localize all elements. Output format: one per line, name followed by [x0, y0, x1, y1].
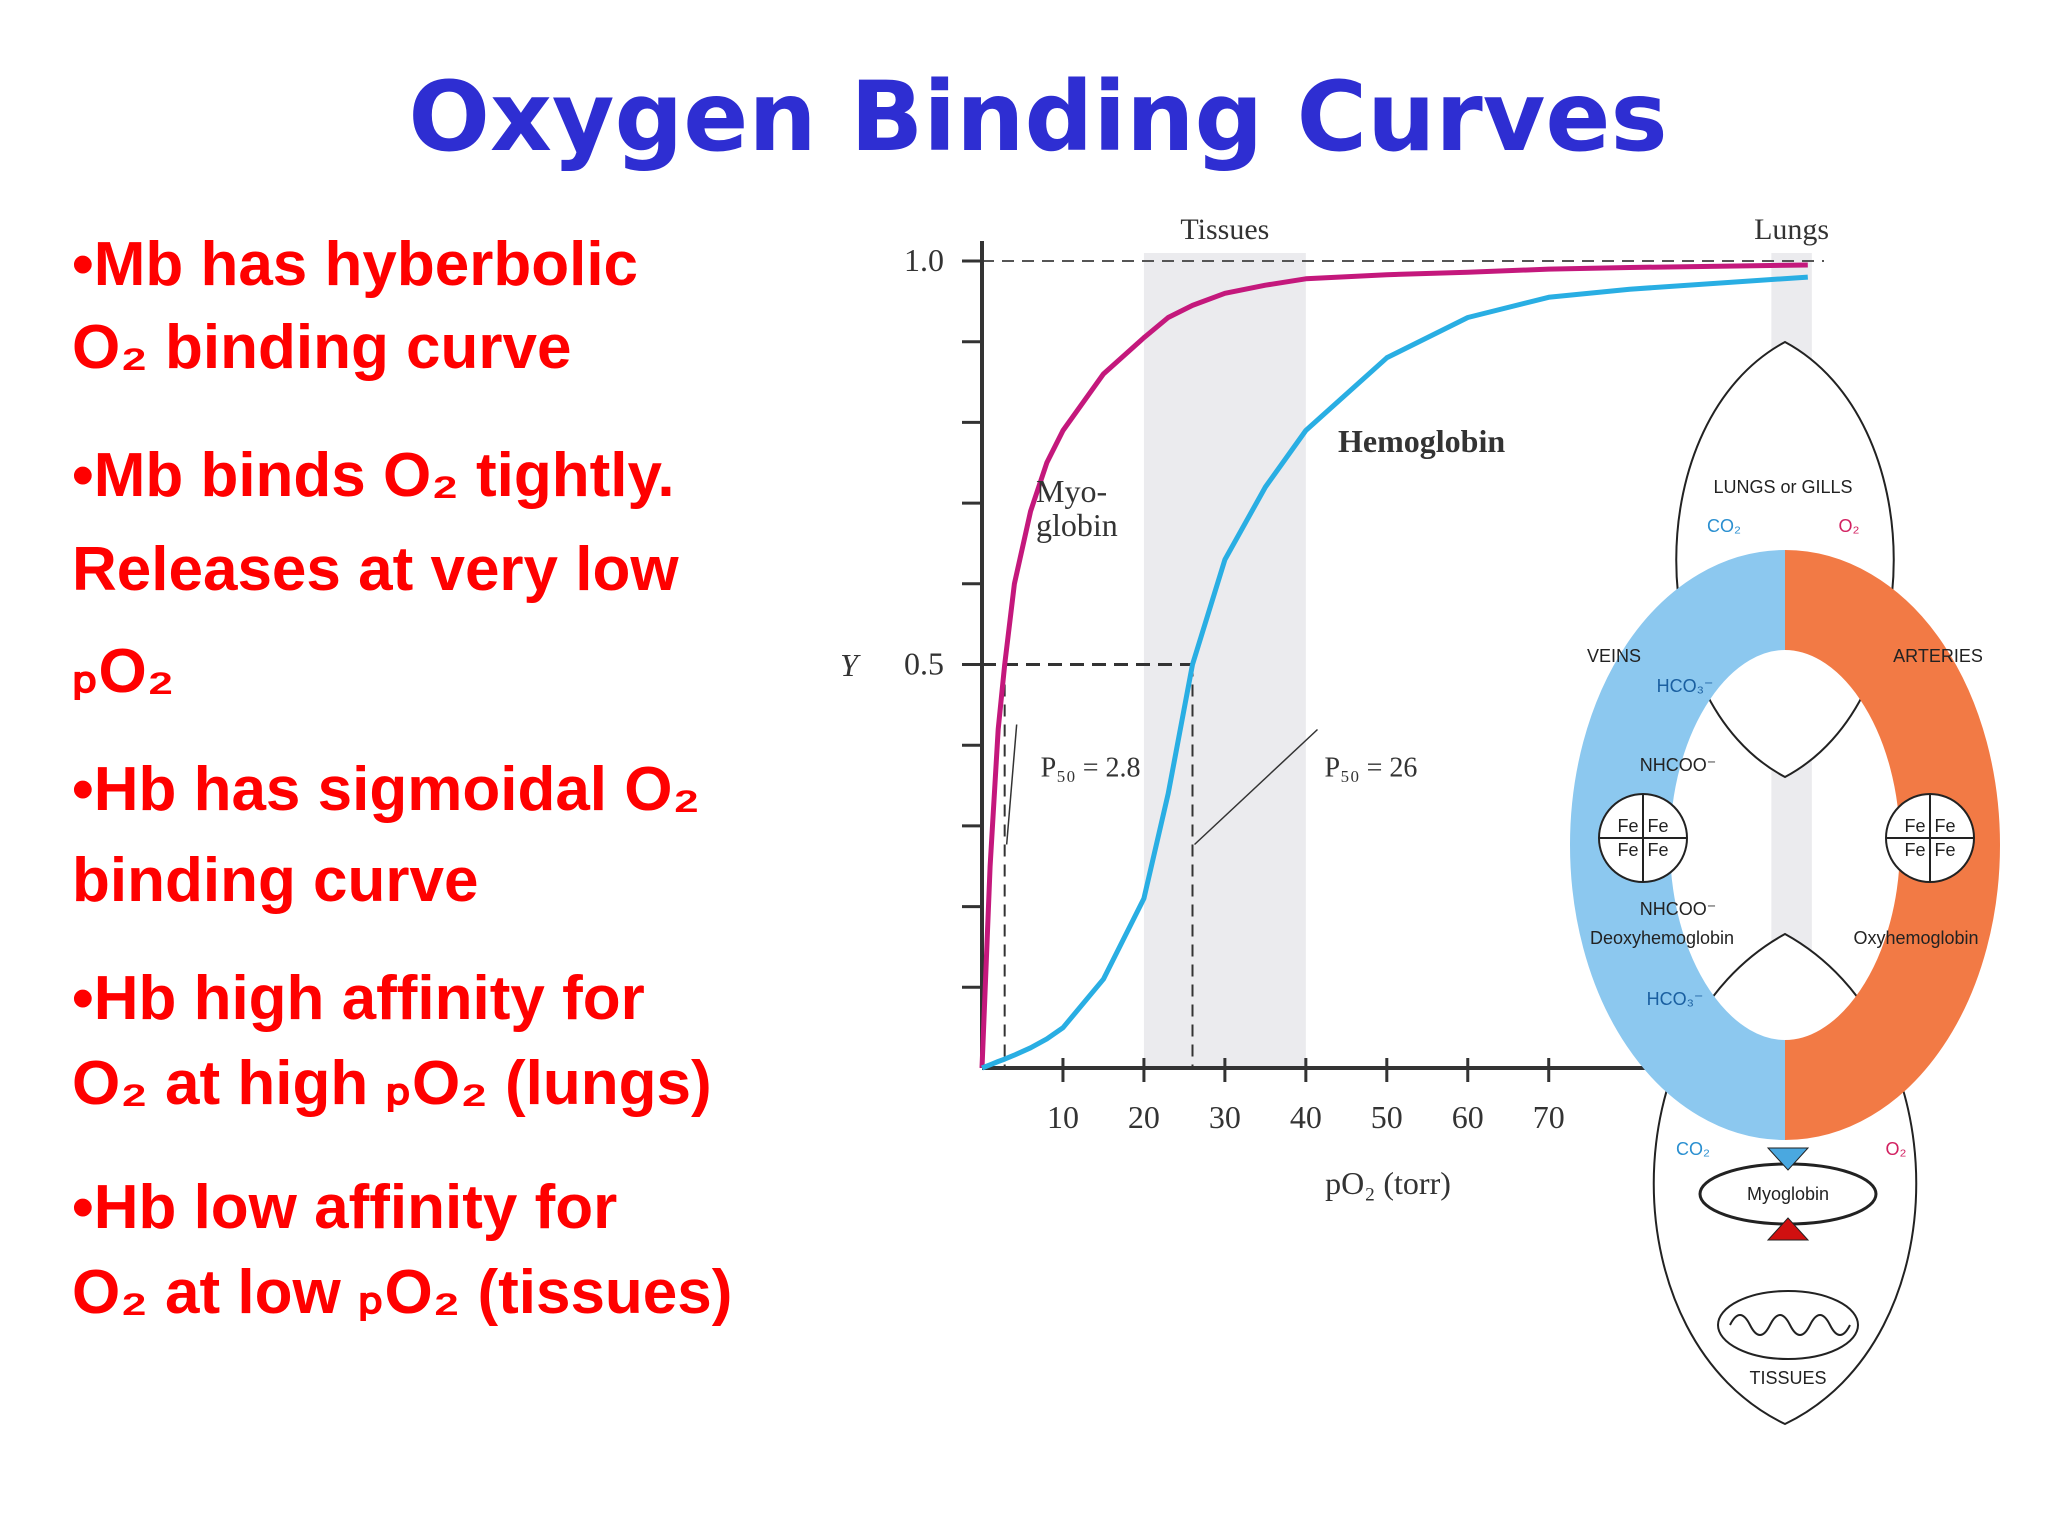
fe-label: Fe: [1934, 840, 1955, 860]
diagram-label: TISSUES: [1749, 1368, 1826, 1388]
y-tick-label: 1.0: [904, 242, 944, 278]
x-tick-label: 10: [1047, 1099, 1079, 1135]
bullet-line: binding curve: [72, 846, 478, 915]
bullet-list: •Mb has hyberbolic O₂ binding curve •Mb …: [72, 230, 732, 1327]
diagram-label: LUNGS or GILLS: [1713, 477, 1852, 497]
bullet-line: •Mb has hyberbolic: [72, 230, 638, 299]
x-tick-label: 70: [1533, 1099, 1565, 1135]
fe-label: Fe: [1617, 840, 1638, 860]
x-tick-label: 60: [1452, 1099, 1484, 1135]
diagram-label: Oxyhemoglobin: [1853, 928, 1978, 948]
leader-line: [1005, 724, 1018, 845]
mitochondrion: [1717, 1290, 1859, 1360]
bullet-line: •Hb low affinity for: [72, 1173, 617, 1242]
bullet-line: •Mb binds O₂ tightly.: [72, 441, 675, 510]
shaded-band: [1143, 253, 1306, 1068]
bullet-line: O₂ at low ₚO₂ (tissues): [72, 1258, 732, 1327]
fe-label: Fe: [1647, 840, 1668, 860]
oxy-fe: [1766, 1217, 1810, 1241]
diagram-label: HCO₃⁻: [1647, 989, 1704, 1009]
bullet-line: O₂ binding curve: [72, 313, 571, 382]
diagram-label: NHCOO⁻: [1640, 755, 1717, 775]
oxyhemoglobin-icon: Fe Fe Fe Fe: [1885, 793, 1975, 883]
fe-label: Fe: [1617, 816, 1638, 836]
fe-label: Fe: [1904, 816, 1925, 836]
diagram-label: O₂: [1839, 516, 1860, 536]
x-tick-label: 50: [1371, 1099, 1403, 1135]
curve: [979, 262, 1808, 1069]
mitochondrion-cristae: [1729, 1314, 1851, 1336]
band-label: Tissues: [1180, 213, 1269, 246]
deoxyhemoglobin-icon: Fe Fe Fe Fe: [1598, 793, 1688, 883]
bullet-line: •Hb high affinity for: [72, 964, 645, 1033]
bullet-line: •Hb has sigmoidal O₂: [72, 755, 700, 824]
p50-label: P₅₀ = 26: [1325, 753, 1418, 784]
deoxy-fe: [1766, 1147, 1810, 1171]
diagram-label: O₂: [1886, 1139, 1907, 1159]
x-tick-label: 30: [1209, 1099, 1241, 1135]
bullet-line: ₚO₂: [72, 637, 174, 706]
bullet-line: Releases at very low: [72, 535, 679, 604]
circulation-diagram: Fe Fe Fe Fe Fe Fe Fe Fe LUNGS or GILLS C…: [1570, 340, 2000, 1426]
series-label: Myo- globin: [1036, 473, 1118, 543]
y-axis-label: Y: [840, 647, 861, 683]
diagram-label: Myoglobin: [1747, 1184, 1829, 1204]
diagram-label: CO₂: [1707, 516, 1741, 536]
leader-line: [1193, 728, 1319, 846]
curve: [981, 274, 1808, 1071]
fe-label: Fe: [1904, 840, 1925, 860]
p50-label: P₅₀ = 2.8: [1041, 753, 1141, 784]
diagram-label: HCO₃⁻: [1657, 676, 1714, 696]
diagram-label: CO₂: [1676, 1139, 1710, 1159]
band-label: Lungs: [1754, 213, 1829, 246]
y-tick-label: 0.5: [904, 646, 944, 682]
slide-title: Oxygen Binding Curves: [408, 61, 1667, 173]
series-label: Hemoglobin: [1338, 423, 1506, 459]
diagram-label: ARTERIES: [1893, 646, 1983, 666]
fe-label: Fe: [1647, 816, 1668, 836]
diagram-label: VEINS: [1587, 646, 1641, 666]
x-tick-label: 20: [1128, 1099, 1160, 1135]
x-axis-label: pO₂ (torr): [1325, 1165, 1451, 1201]
diagram-label: Deoxyhemoglobin: [1590, 928, 1734, 948]
fe-label: Fe: [1934, 816, 1955, 836]
diagram-label: NHCOO⁻: [1640, 899, 1717, 919]
bullet-line: O₂ at high ₚO₂ (lungs): [72, 1049, 712, 1118]
x-tick-label: 40: [1290, 1099, 1322, 1135]
